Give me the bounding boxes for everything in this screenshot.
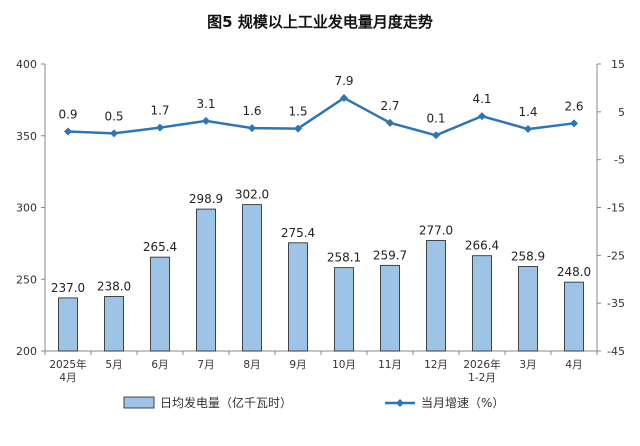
category-label: 7月 xyxy=(197,359,214,371)
line-point xyxy=(156,123,164,132)
bar-value-label: 259.7 xyxy=(373,248,407,262)
left-tick-label: 350 xyxy=(16,130,37,143)
bar xyxy=(104,296,124,352)
bar xyxy=(518,266,538,352)
line-point xyxy=(432,131,440,140)
right-tick-label: -5 xyxy=(614,154,625,167)
line-value-label: 0.5 xyxy=(104,109,123,123)
right-tick-label: 15 xyxy=(611,58,625,71)
line-point xyxy=(64,127,72,136)
right-tick-label: -15 xyxy=(607,202,625,215)
bar-value-label: 277.0 xyxy=(419,224,453,238)
line-point xyxy=(110,129,118,138)
bar-value-label: 258.1 xyxy=(327,251,361,265)
bar xyxy=(426,240,446,352)
line-value-label: 0.9 xyxy=(58,107,77,121)
bar xyxy=(380,264,400,352)
right-tick-label: -35 xyxy=(607,297,625,310)
line-value-label: 7.9 xyxy=(334,74,353,88)
bar-value-label: 237.0 xyxy=(51,281,85,295)
category-label: 5月 xyxy=(105,359,122,371)
bar-value-label: 302.0 xyxy=(235,188,269,202)
line-point xyxy=(340,93,348,102)
line-point xyxy=(524,125,532,134)
category-label: 2026年 xyxy=(463,358,500,371)
legend-line-marker xyxy=(396,399,404,407)
left-tick-label: 400 xyxy=(16,58,37,71)
line-point xyxy=(570,119,578,128)
line-path xyxy=(67,96,575,137)
legend-bar-swatch xyxy=(123,396,155,409)
data-labels: 237.0 238.0 265.4 298.9 302.0 275.4 258.1 259.7… xyxy=(51,74,591,295)
line-value-label: 2.6 xyxy=(564,99,583,113)
legend: 日均发电量（亿千瓦时） 当月增速（%） xyxy=(123,395,504,410)
bar xyxy=(196,208,216,352)
bar xyxy=(564,281,584,352)
line-value-label: 2.7 xyxy=(380,99,399,113)
line-value-label: 1.4 xyxy=(518,105,537,119)
left-tick-label: 300 xyxy=(16,202,37,215)
line-value-label: 1.5 xyxy=(288,105,307,119)
category-label: 11月 xyxy=(378,359,402,371)
bar xyxy=(150,256,170,352)
category-label: 9月 xyxy=(289,359,306,371)
bar-value-label: 275.4 xyxy=(281,226,315,240)
bar-value-label: 238.0 xyxy=(97,279,131,293)
bar xyxy=(58,297,78,352)
line-point xyxy=(294,124,302,133)
legend-bar-label: 日均发电量（亿千瓦时） xyxy=(160,395,292,410)
bar xyxy=(242,204,262,352)
line-value-label: 1.7 xyxy=(150,104,169,118)
left-tick-label: 250 xyxy=(16,273,37,286)
category-label: 10月 xyxy=(332,359,356,371)
bar-value-label: 298.9 xyxy=(189,192,223,206)
line-point xyxy=(386,118,394,127)
line-value-label: 1.6 xyxy=(242,104,261,118)
axes: 200250300350400-45-35-25-15-55152025年4月5… xyxy=(16,58,625,384)
right-tick-label: -45 xyxy=(607,345,625,358)
line-point xyxy=(478,112,486,121)
right-tick-label: 5 xyxy=(618,106,625,119)
bar-value-label: 248.0 xyxy=(557,265,591,279)
left-tick-label: 200 xyxy=(16,345,37,358)
bar-value-label: 258.9 xyxy=(511,249,545,263)
category-label: 4月 xyxy=(565,359,582,371)
bar-value-label: 265.4 xyxy=(143,240,177,254)
category-label: 3月 xyxy=(519,359,536,371)
right-tick-label: -25 xyxy=(607,249,625,262)
bar xyxy=(334,267,354,352)
category-label: 8月 xyxy=(243,359,260,371)
line-value-label: 0.1 xyxy=(426,111,445,125)
line-point xyxy=(248,124,256,133)
bar xyxy=(288,242,308,352)
chart-title: 图5 规模以上工业发电量月度走势 xyxy=(207,13,433,31)
category-label: 12月 xyxy=(424,359,448,371)
category-label: 1-2月 xyxy=(468,372,496,384)
line-series xyxy=(64,93,578,140)
bar-series xyxy=(58,204,584,352)
line-value-label: 4.1 xyxy=(472,92,491,106)
bar xyxy=(472,255,492,352)
category-label: 2025年 xyxy=(49,358,86,371)
category-label: 4月 xyxy=(59,372,76,384)
legend-line-label: 当月增速（%） xyxy=(421,396,504,410)
line-point xyxy=(202,116,210,125)
line-value-label: 3.1 xyxy=(196,97,215,111)
bar-value-label: 266.4 xyxy=(465,239,499,253)
category-label: 6月 xyxy=(151,359,168,371)
